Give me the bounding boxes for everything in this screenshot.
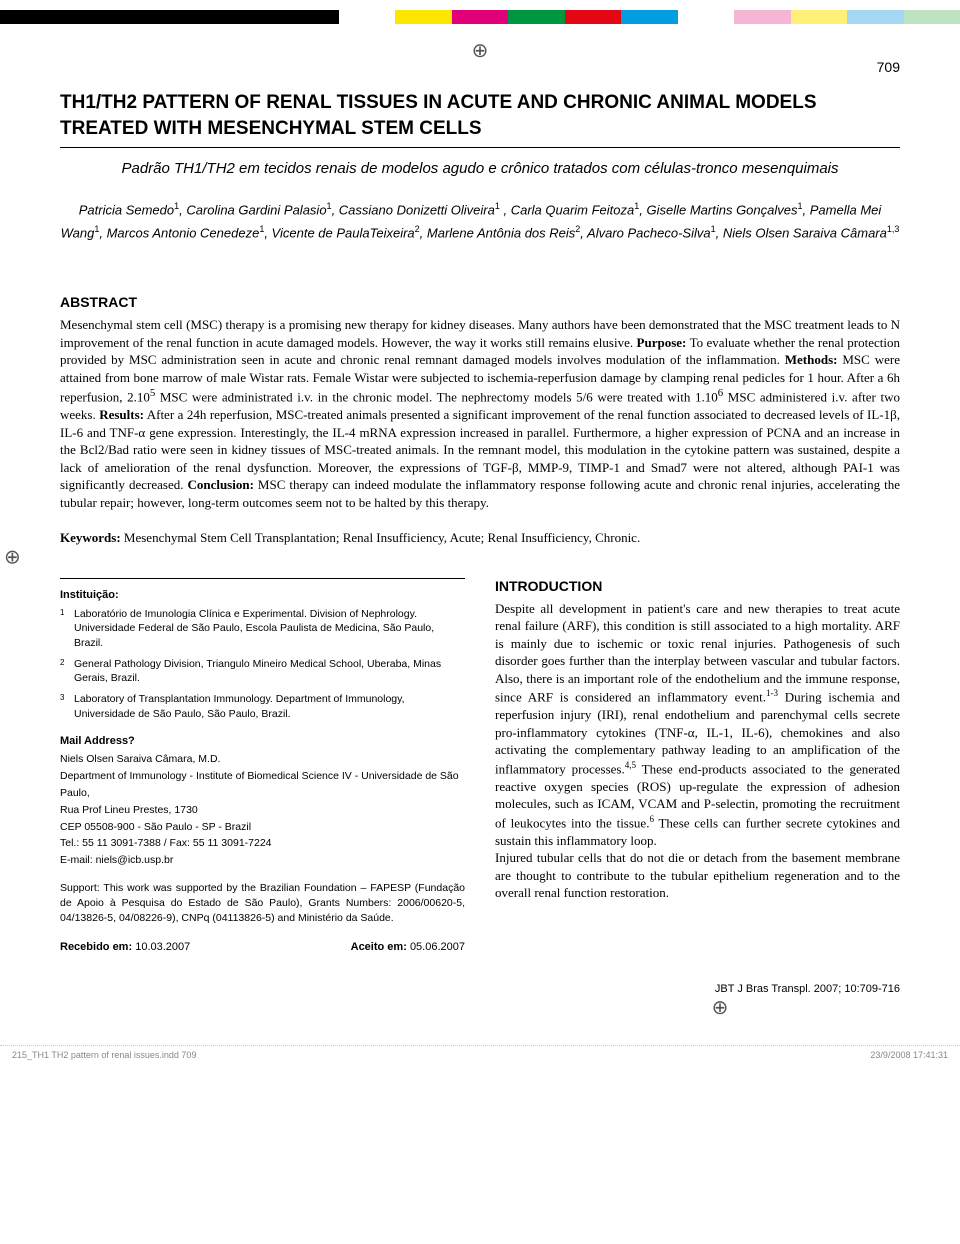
right-column: INTRODUCTION Despite all development in … (495, 578, 900, 953)
footer-timestamp: 23/9/2008 17:41:31 (870, 1050, 948, 1060)
page-content: TH1/TH2 PATTERN OF RENAL TISSUES IN ACUT… (0, 90, 960, 953)
accepted-date: Aceito em: 05.06.2007 (351, 941, 465, 953)
crop-mark-left-icon: ⊕ (4, 544, 21, 569)
abstract-heading: ABSTRACT (60, 294, 900, 310)
crop-mark-top-icon: ⊕ (472, 38, 489, 63)
institution-list: 1Laboratório de Imunologia Clínica e Exp… (60, 607, 465, 722)
keywords-line: Keywords: Mesenchymal Stem Cell Transpla… (60, 529, 900, 547)
article-title-portuguese: Padrão TH1/TH2 em tecidos renais de mode… (60, 158, 900, 179)
title-rule (60, 147, 900, 148)
left-column-rule (60, 578, 465, 579)
color-registration-bar (0, 10, 960, 24)
journal-reference: JBT J Bras Transpl. 2007; 10:709-716 (0, 983, 960, 995)
corresponding-author-cep: CEP 05508-900 - São Paulo - SP - Brazil (60, 819, 465, 836)
crop-mark-bottom-icon: ⊕ (712, 997, 729, 1019)
institution-item: 3Laboratory of Transplantation Immunolog… (60, 692, 465, 721)
introduction-text: Despite all development in patient's car… (495, 600, 900, 902)
corresponding-author-dept: Department of Immunology - Institute of … (60, 768, 465, 802)
corresponding-author-name: Niels Olsen Saraiva Câmara, M.D. (60, 751, 465, 768)
corresponding-author-tel: Tel.: 55 11 3091-7388 / Fax: 55 11 3091-… (60, 835, 465, 852)
institution-item: 1Laboratório de Imunologia Clínica e Exp… (60, 607, 465, 651)
keywords-text: Mesenchymal Stem Cell Transplantation; R… (124, 530, 640, 545)
corresponding-author-email: E-mail: niels@icb.usp.br (60, 852, 465, 869)
footer-filename: 215_TH1 TH2 pattern of renal issues.indd… (12, 1050, 196, 1060)
institution-item: 2General Pathology Division, Triangulo M… (60, 657, 465, 686)
two-column-region: Instituição: 1Laboratório de Imunologia … (60, 578, 900, 953)
crop-mark-bottom-wrap: ⊕ (0, 995, 960, 1020)
introduction-heading: INTRODUCTION (495, 578, 900, 594)
abstract-text: Mesenchymal stem cell (MSC) therapy is a… (60, 316, 900, 511)
keywords-label: Keywords: (60, 530, 121, 545)
page-number: 709 (0, 59, 900, 75)
mail-address-heading: Mail Address? (60, 735, 465, 747)
support-text: Support: This work was supported by the … (60, 881, 465, 927)
received-date: Recebido em: 10.03.2007 (60, 941, 190, 953)
institution-heading: Instituição: (60, 589, 465, 601)
article-title-english: TH1/TH2 PATTERN OF RENAL TISSUES IN ACUT… (60, 90, 900, 141)
submission-dates: Recebido em: 10.03.2007 Aceito em: 05.06… (60, 941, 465, 953)
corresponding-author-street: Rua Prof Lineu Prestes, 1730 (60, 802, 465, 819)
left-column: Instituição: 1Laboratório de Imunologia … (60, 578, 465, 953)
author-list: Patricia Semedo1, Carolina Gardini Palas… (60, 199, 900, 244)
print-footer: 215_TH1 TH2 pattern of renal issues.indd… (0, 1045, 960, 1064)
